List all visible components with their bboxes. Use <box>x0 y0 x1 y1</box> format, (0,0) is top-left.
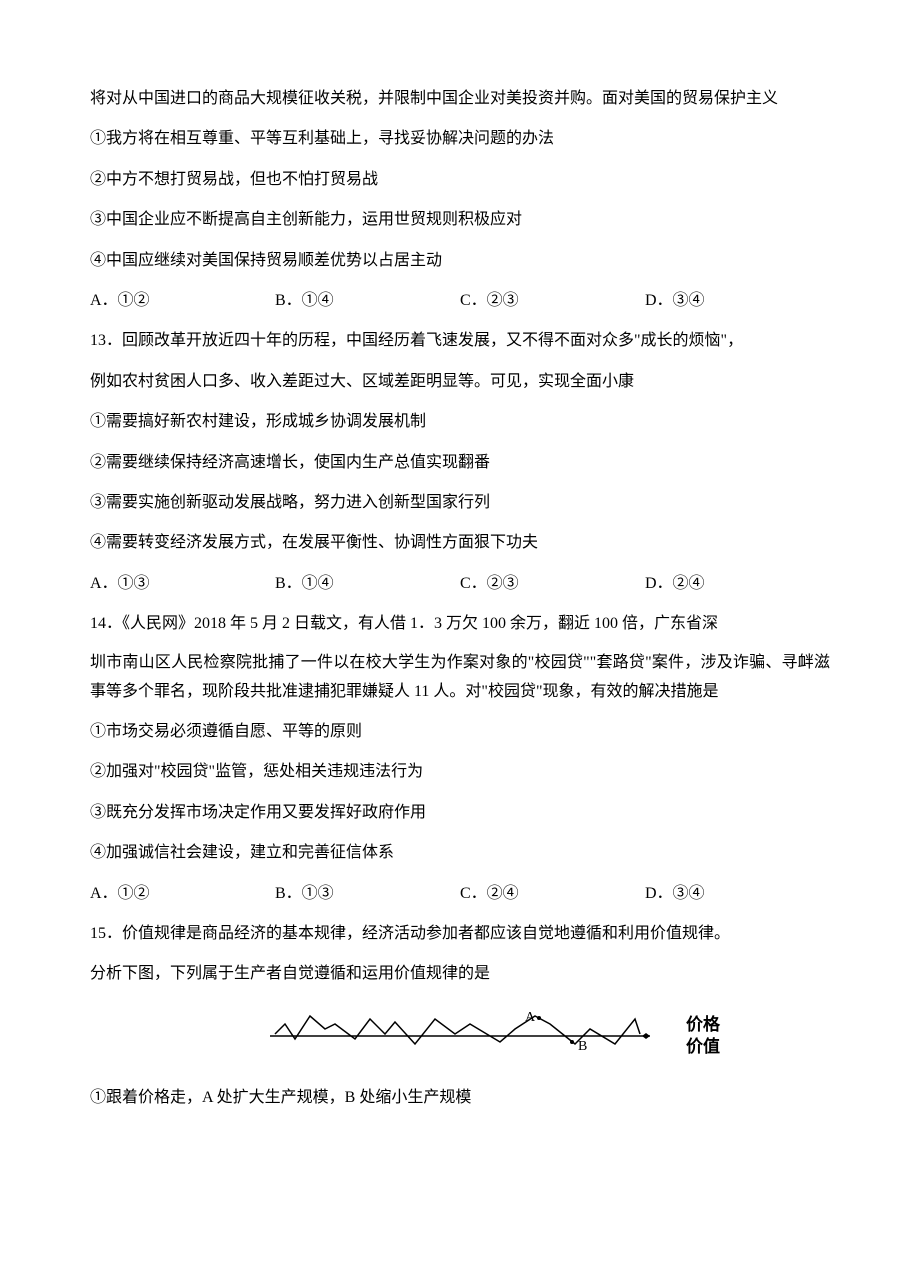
q15-stem1: 15．价值规律是商品经济的基本规律，经济活动参加者都应该自觉地遵循和利用价值规律… <box>90 915 830 953</box>
price-value-chart-svg: A B <box>270 1004 650 1069</box>
q13-stmt3: ③需要实施创新驱动发展战略，努力进入创新型国家行列 <box>90 484 830 522</box>
q13-stem2: 例如农村贫困人口多、收入差距过大、区域差距明显等。可见，实现全面小康 <box>90 363 830 401</box>
q12-context: 将对从中国进口的商品大规模征收关税，并限制中国企业对美投资并购。面对美国的贸易保… <box>90 80 830 118</box>
point-A-label: A <box>525 1010 536 1025</box>
q13-stem1: 13．回顾改革开放近四十年的历程，中国经历着飞速发展，又不得不面对众多"成长的烦… <box>90 322 830 360</box>
q14-stem2: 圳市南山区人民检察院批捕了一件以在校大学生为作案对象的"校园贷""套路贷"案件，… <box>90 649 830 707</box>
q12-optA: A．①② <box>90 282 275 320</box>
q14-optD: D．③④ <box>645 875 830 913</box>
q14-stem1: 14．《人民网》2018 年 5 月 2 日载文，有人借 1．3 万欠 100 … <box>90 605 830 643</box>
q15-stmt1: ①跟着价格走，A 处扩大生产规模，B 处缩小生产规模 <box>90 1079 830 1117</box>
point-B-marker <box>570 1040 574 1044</box>
q14-optC: C．②④ <box>460 875 645 913</box>
q14-optB: B．①③ <box>275 875 460 913</box>
point-B-label: B <box>578 1039 587 1054</box>
q14-stmt2: ②加强对"校园贷"监管，惩处相关违规违法行为 <box>90 753 830 791</box>
q13-stmt4: ④需要转变经济发展方式，在发展平衡性、协调性方面狠下功夫 <box>90 524 830 562</box>
q12-stmt1: ①我方将在相互尊重、平等互利基础上，寻找妥协解决问题的办法 <box>90 120 830 158</box>
q14-stmt1: ①市场交易必须遵循自愿、平等的原则 <box>90 713 830 751</box>
q12-stmt2: ②中方不想打贸易战，但也不怕打贸易战 <box>90 161 830 199</box>
q15-chart: A B 价格 价值 <box>270 1004 690 1069</box>
q13-options: A．①③ B．①④ C．②③ D．②④ <box>90 565 830 603</box>
q15-stem2: 分析下图，下列属于生产者自觉遵循和运用价值规律的是 <box>90 955 830 993</box>
q14-stmt4: ④加强诚信社会建设，建立和完善征信体系 <box>90 834 830 872</box>
q14-optA: A．①② <box>90 875 275 913</box>
q12-optB: B．①④ <box>275 282 460 320</box>
chart-legend: 价格 价值 <box>686 1014 720 1058</box>
q13-stmt1: ①需要搞好新农村建设，形成城乡协调发展机制 <box>90 403 830 441</box>
value-label: 价值 <box>686 1036 720 1058</box>
price-label: 价格 <box>686 1014 720 1036</box>
point-A-marker <box>537 1016 541 1020</box>
q14-stmt3: ③既充分发挥市场决定作用又要发挥好政府作用 <box>90 794 830 832</box>
q14-options: A．①② B．①③ C．②④ D．③④ <box>90 875 830 913</box>
q12-optC: C．②③ <box>460 282 645 320</box>
q13-optC: C．②③ <box>460 565 645 603</box>
q13-stmt2: ②需要继续保持经济高速增长，使国内生产总值实现翻番 <box>90 444 830 482</box>
axis-arrow-icon <box>642 1033 650 1039</box>
q13-optB: B．①④ <box>275 565 460 603</box>
q12-stmt3: ③中国企业应不断提高自主创新能力，运用世贸规则积极应对 <box>90 201 830 239</box>
q13-optA: A．①③ <box>90 565 275 603</box>
q12-options: A．①② B．①④ C．②③ D．③④ <box>90 282 830 320</box>
q12-stmt4: ④中国应继续对美国保持贸易顺差优势以占居主动 <box>90 242 830 280</box>
q13-optD: D．②④ <box>645 565 830 603</box>
q12-optD: D．③④ <box>645 282 830 320</box>
